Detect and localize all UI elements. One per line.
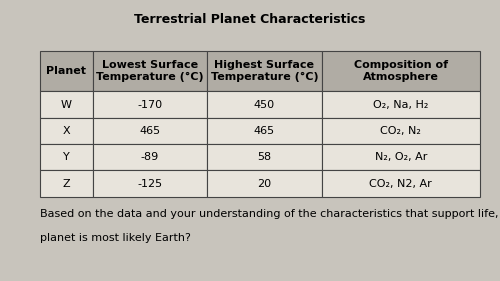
Bar — [322, 170, 480, 197]
Text: planet is most likely Earth?: planet is most likely Earth? — [40, 233, 191, 243]
Text: 20: 20 — [258, 178, 272, 189]
Text: Composition of
Atmosphere: Composition of Atmosphere — [354, 60, 448, 82]
Bar — [40, 144, 93, 170]
Bar — [93, 51, 207, 92]
Text: X: X — [62, 126, 70, 136]
Text: O₂, Na, H₂: O₂, Na, H₂ — [373, 100, 428, 110]
Bar — [207, 92, 322, 118]
Text: CO₂, N2, Ar: CO₂, N2, Ar — [370, 178, 432, 189]
Text: Lowest Surface
Temperature (°C): Lowest Surface Temperature (°C) — [96, 60, 204, 82]
Bar — [207, 170, 322, 197]
Bar — [207, 118, 322, 144]
Bar — [322, 118, 480, 144]
Text: Y: Y — [63, 152, 70, 162]
Bar — [40, 51, 93, 92]
Bar — [93, 144, 207, 170]
Bar — [322, 144, 480, 170]
Text: Z: Z — [62, 178, 70, 189]
Text: W: W — [61, 100, 72, 110]
Bar — [40, 118, 93, 144]
Text: -89: -89 — [141, 152, 159, 162]
Text: CO₂, N₂: CO₂, N₂ — [380, 126, 421, 136]
Text: Based on the data and your understanding of the characteristics that support lif: Based on the data and your understanding… — [40, 208, 500, 219]
Text: Planet: Planet — [46, 66, 86, 76]
Bar — [322, 51, 480, 92]
Bar — [322, 92, 480, 118]
Bar — [93, 118, 207, 144]
Text: 450: 450 — [254, 100, 275, 110]
Text: 465: 465 — [140, 126, 160, 136]
Bar — [93, 170, 207, 197]
Text: N₂, O₂, Ar: N₂, O₂, Ar — [374, 152, 427, 162]
Text: Highest Surface
Temperature (°C): Highest Surface Temperature (°C) — [210, 60, 318, 82]
Bar — [207, 144, 322, 170]
Bar — [207, 51, 322, 92]
Text: Terrestrial Planet Characteristics: Terrestrial Planet Characteristics — [134, 13, 366, 26]
Text: -125: -125 — [138, 178, 162, 189]
Bar — [40, 170, 93, 197]
Text: 465: 465 — [254, 126, 275, 136]
Text: 58: 58 — [258, 152, 272, 162]
Bar — [93, 92, 207, 118]
Bar — [40, 92, 93, 118]
Text: -170: -170 — [138, 100, 162, 110]
